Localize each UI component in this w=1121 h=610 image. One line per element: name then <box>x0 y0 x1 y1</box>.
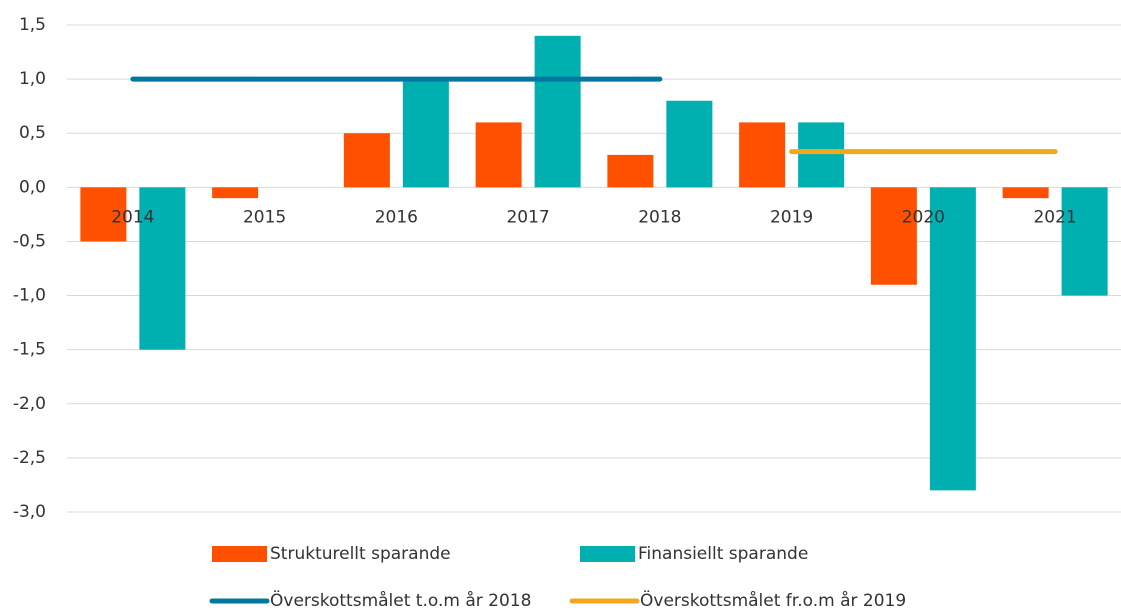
legend-label: Överskottsmålet t.o.m år 2018 <box>270 589 531 610</box>
bar <box>534 35 581 188</box>
bar <box>475 122 522 188</box>
bar <box>80 187 127 242</box>
bar <box>139 187 186 350</box>
bar <box>870 187 917 285</box>
x-tick-label: 2014 <box>111 207 154 227</box>
legend-label: Finansiellt sparande <box>638 544 808 564</box>
bar <box>402 79 449 188</box>
y-tick-label: 0,5 <box>19 123 46 143</box>
y-tick-label: -3,0 <box>13 502 46 522</box>
bar <box>1002 187 1049 199</box>
y-tick-label: -1,0 <box>13 286 46 306</box>
legend-label: Strukturellt sparande <box>270 544 451 564</box>
bar <box>1061 187 1108 296</box>
x-tick-label: 2016 <box>375 207 418 227</box>
y-tick-label: -2,5 <box>13 448 46 468</box>
y-tick-label: 1,5 <box>19 15 46 35</box>
bar <box>798 122 845 188</box>
bar <box>212 187 259 199</box>
x-tick-label: 2019 <box>770 207 813 227</box>
x-tick-label: 2017 <box>506 207 549 227</box>
y-tick-label: 0,0 <box>19 177 46 197</box>
x-tick-label: 2015 <box>243 207 286 227</box>
legend-swatch <box>212 546 267 562</box>
legend-swatch <box>580 546 635 562</box>
bar <box>666 100 713 188</box>
legend-label: Överskottsmålet fr.o.m år 2019 <box>640 589 906 610</box>
y-tick-label: -1,5 <box>13 340 46 360</box>
bar <box>929 187 976 491</box>
x-tick-label: 2018 <box>638 207 681 227</box>
x-tick-label: 2020 <box>902 207 945 227</box>
y-tick-label: -0,5 <box>13 231 46 251</box>
bar <box>739 122 786 188</box>
y-tick-label: 1,0 <box>19 69 46 89</box>
bar <box>343 133 390 188</box>
bar <box>607 154 654 188</box>
y-tick-label: -2,0 <box>13 394 46 414</box>
x-tick-label: 2021 <box>1033 207 1076 227</box>
